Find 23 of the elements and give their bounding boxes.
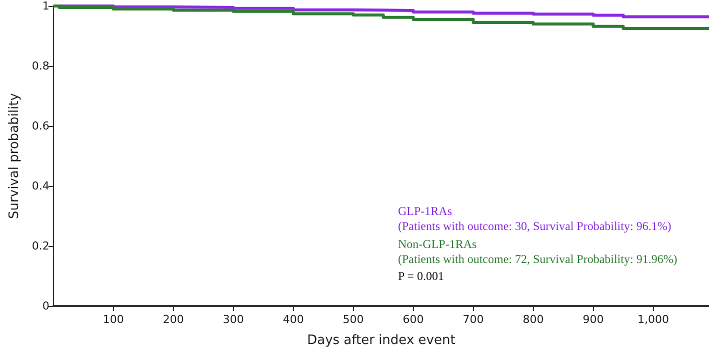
y-tick-label: 1: [42, 0, 50, 12]
y-tick-label: 0.4: [32, 180, 50, 192]
annotation: P = 0.001: [398, 269, 444, 283]
y-tick-label: 0.8: [32, 60, 50, 72]
x-tick-label: 700: [462, 313, 484, 326]
y-axis-title: Survival probability: [7, 92, 22, 219]
x-tick-label: 500: [342, 313, 364, 326]
x-tick-label: 800: [522, 313, 544, 326]
y-tick-label: 0.2: [32, 240, 50, 252]
annotation: (Patients with outcome: 72, Survival Probability: 91.96%): [398, 252, 678, 266]
y-tick-label: 0: [42, 300, 50, 312]
x-tick-label: 400: [282, 313, 304, 326]
x-axis-title: Days after index event: [307, 333, 456, 348]
x-tick-label: 1,000: [637, 313, 669, 326]
text: Non-GLP-1RAs: [398, 237, 477, 251]
x-tick-label: 300: [222, 313, 244, 326]
x-tick-label: 600: [402, 313, 424, 326]
annotation: (Patients with outcome: 30, Survival Probability: 96.1%): [398, 219, 672, 233]
x-tick-label: 900: [582, 313, 604, 326]
x-tick-label: 100: [102, 313, 124, 326]
text: GLP-1RAs: [398, 204, 452, 218]
y-tick-label: 0.6: [32, 120, 50, 132]
x-tick-label: 200: [162, 313, 184, 326]
